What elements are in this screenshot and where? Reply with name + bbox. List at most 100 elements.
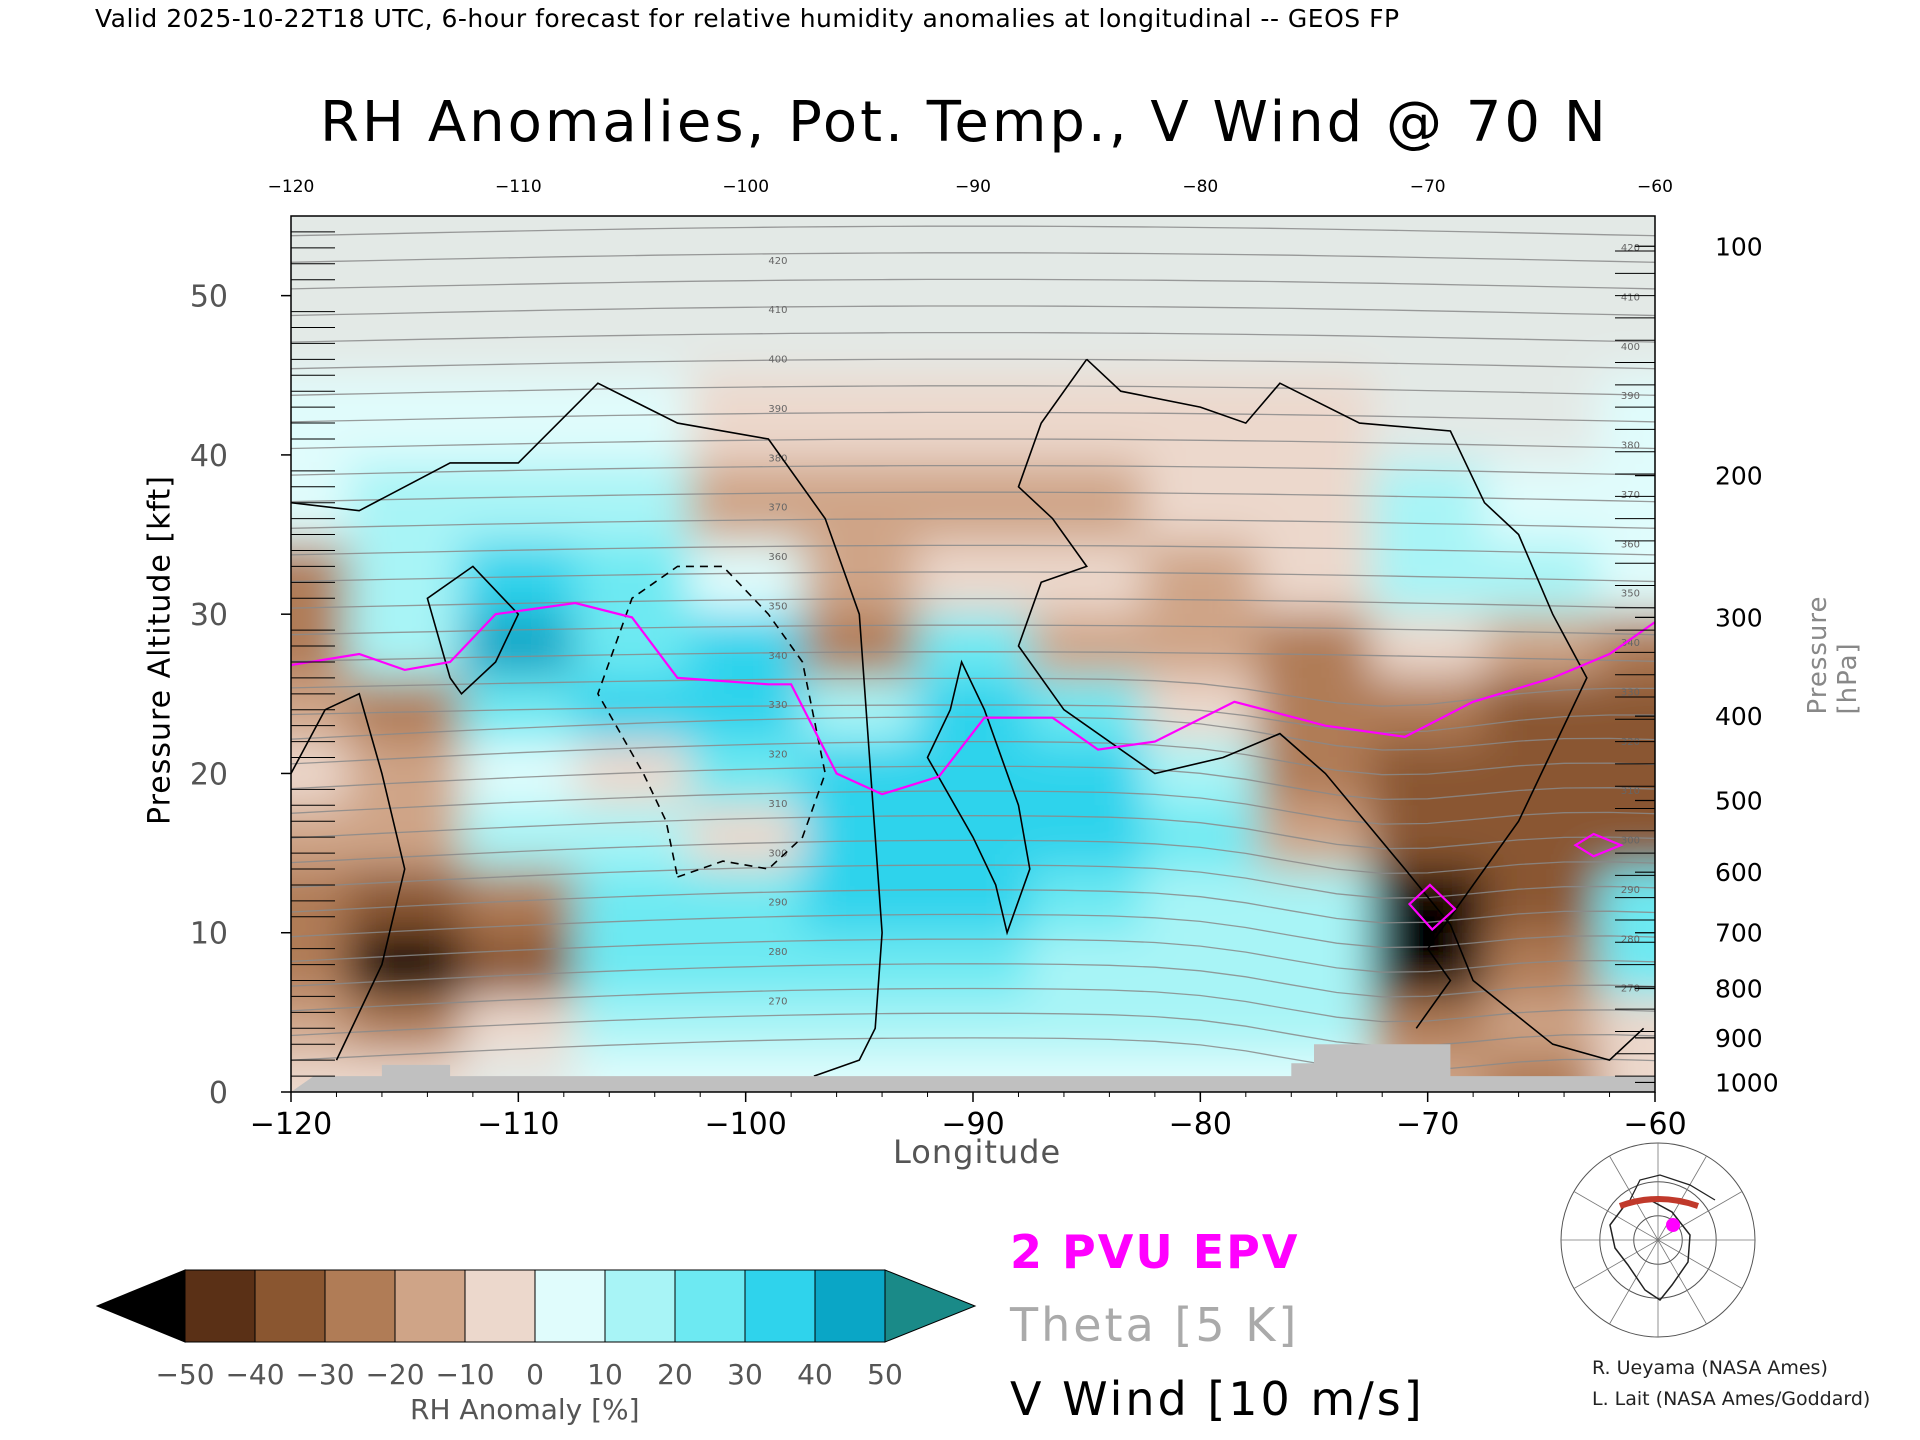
rh-cell [916, 932, 1031, 998]
rh-cell [347, 614, 463, 679]
rh-cell [1484, 996, 1600, 1054]
rh-cell [1484, 614, 1600, 679]
rh-cell [291, 216, 349, 281]
rh-cell [461, 279, 577, 377]
minimap-coastline [1629, 1174, 1716, 1201]
theta-label: 370 [768, 503, 787, 514]
y-axis-label-right: Pressure [hPa] [1803, 595, 1863, 715]
rh-cell [916, 741, 1031, 807]
theta-label: 410 [768, 305, 787, 316]
credit-line-1: R. Ueyama (NASA Ames) [1592, 1357, 1828, 1379]
y-tick-label: 10 [190, 917, 228, 952]
right-tick-label: 500 [1715, 787, 1763, 816]
colorbar-segment [814, 1269, 886, 1343]
theta-contour [291, 225, 1655, 237]
theta-label: 410 [1621, 292, 1640, 303]
y-tick-label: 0 [209, 1076, 228, 1111]
rh-cell [461, 932, 577, 998]
colorbar-segment [254, 1269, 326, 1343]
y-tick-label: 40 [190, 439, 228, 474]
theta-label: 300 [768, 848, 787, 859]
rh-cell [575, 996, 690, 1054]
rh-cell [1143, 542, 1259, 616]
rh-cell [802, 279, 918, 377]
theta-contour [291, 624, 1655, 636]
theta-contour [291, 438, 1655, 450]
minimap-meridian [1573, 1239, 1659, 1289]
colorbar-tick-label: −50 [155, 1358, 215, 1391]
rh-cell [1598, 216, 1655, 281]
v-wind-contour-10 [926, 659, 1031, 936]
theta-contour [291, 385, 1655, 396]
theta-label: 290 [768, 898, 787, 909]
v-wind-contour-0 [291, 692, 406, 1061]
theta-contour [291, 987, 1655, 1023]
colorbar-tick-label: −30 [295, 1358, 355, 1391]
epv-2pvu-line [291, 601, 1655, 796]
x-tick-label-top: −80 [1182, 177, 1218, 197]
colorbar-segment [744, 1269, 816, 1343]
rh-cell [1029, 677, 1145, 743]
rh-cell [688, 996, 804, 1054]
rh-cell [802, 542, 918, 616]
theta-label: 420 [768, 256, 787, 267]
rh-cell [1598, 462, 1655, 544]
rh-cell [802, 462, 918, 544]
v-wind-contours [291, 358, 1645, 1077]
colorbar-tick-label: 50 [867, 1358, 903, 1391]
rh-cell [688, 462, 804, 544]
theta-contours: 420 420 410 410 400 400 390 390 380 380 370 370 360 3… [291, 200, 1655, 1072]
rh-cell [1143, 375, 1259, 464]
rh-cell [1029, 869, 1145, 934]
colorbar-segment [184, 1269, 256, 1343]
terrain-shape [291, 1044, 1655, 1092]
rh-cell [1029, 741, 1145, 807]
rh-cell [575, 462, 690, 544]
colorbar-segment [534, 1269, 606, 1343]
minimap-coastline [1609, 1199, 1691, 1302]
colorbar-segment [324, 1269, 396, 1343]
colorbar-tick-label: 0 [526, 1358, 544, 1391]
rh-cell [688, 677, 804, 743]
theta-label: 290 [1621, 885, 1640, 896]
theta-label: 380 [1621, 441, 1640, 452]
x-tick-label: −120 [250, 1107, 332, 1142]
rh-cell [1598, 741, 1655, 807]
rh-cell [347, 932, 463, 998]
rh-cell [347, 279, 463, 377]
theta-label: 390 [768, 404, 787, 415]
rh-cell [461, 375, 577, 464]
theta-contour [291, 790, 1655, 825]
minimap-meridian [1609, 1239, 1659, 1325]
theta-contour [291, 913, 1655, 949]
rh-cell [1370, 375, 1486, 464]
legend-v-wind: V Wind [10 m/s] [1010, 1372, 1425, 1426]
rh-cell [1029, 805, 1145, 871]
theta-contour [291, 200, 1655, 210]
right-tick-label: 400 [1715, 702, 1763, 731]
minimap-meridian [1657, 1239, 1707, 1325]
colorbar-under-arrow [95, 1269, 186, 1343]
rh-cell [1257, 462, 1372, 544]
theta-contour [291, 278, 1655, 290]
rh-cell [347, 805, 463, 871]
rh-cell [575, 932, 690, 998]
x-tick-label: −70 [1396, 1107, 1459, 1142]
rh-cell [802, 869, 918, 934]
rh-cell [916, 542, 1031, 616]
rh-cell [1257, 741, 1372, 807]
x-tick-label-top: −100 [722, 177, 769, 197]
rh-cell [1370, 677, 1486, 743]
rh-cell [1484, 462, 1600, 544]
x-axis-label: Longitude [893, 1133, 1062, 1171]
rh-cell [1143, 279, 1259, 377]
x-tick-label: −80 [1169, 1107, 1232, 1142]
x-tick-label-top: −120 [268, 177, 315, 197]
theta-label: 330 [1621, 687, 1640, 698]
right-tick-label: 600 [1715, 858, 1763, 887]
rh-cell [347, 462, 463, 544]
theta-label: 340 [1621, 638, 1640, 649]
theta-label: 370 [1621, 490, 1640, 501]
theta-contour [291, 331, 1655, 343]
v-wind-contour-0 [426, 565, 520, 696]
